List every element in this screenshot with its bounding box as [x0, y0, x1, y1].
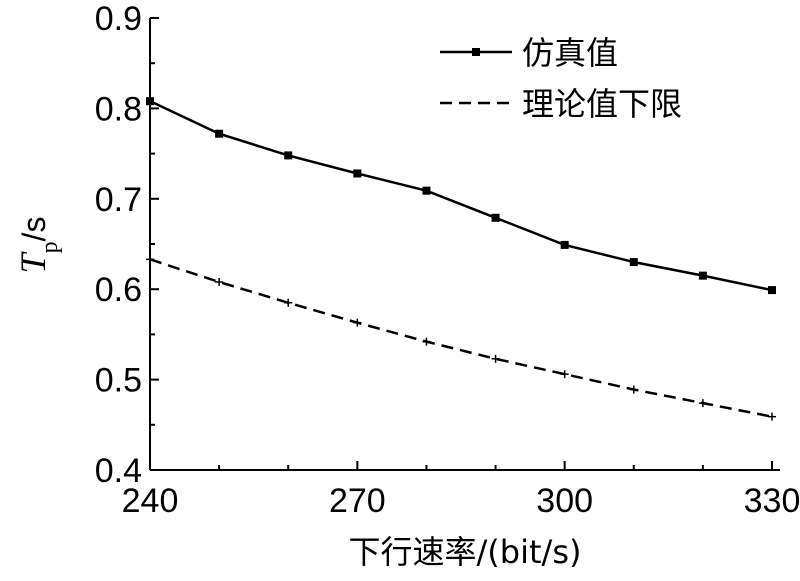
data-point-theoretical	[422, 337, 431, 346]
y-tick-label: 0.4	[95, 452, 142, 490]
svg-text:Tp/s: Tp/s	[13, 217, 63, 274]
y-ticks: 0.4 0.5 0.6 0.7 0.8 0.9	[95, 0, 159, 490]
data-point-theoretical	[146, 255, 154, 264]
y-axis-label: Tp/s	[13, 217, 63, 274]
data-point-theoretical	[698, 399, 707, 408]
data-point-theoretical	[215, 277, 224, 286]
data-point-simulated	[698, 271, 707, 280]
data-point-simulated	[422, 186, 431, 195]
y-tick-label: 0.9	[95, 0, 142, 38]
y-tick-label: 0.6	[95, 271, 142, 309]
data-point-simulated	[491, 213, 500, 222]
series-line-simulated	[149, 100, 773, 292]
data-point-simulated	[215, 129, 224, 138]
data-point-theoretical	[284, 298, 293, 307]
x-tick-label: 300	[536, 482, 593, 520]
data-point-theoretical	[629, 385, 638, 394]
y-tick-label: 0.7	[95, 181, 142, 219]
chart-axes	[149, 18, 780, 471]
data-point-simulated	[353, 169, 362, 178]
legend-marker-simulated	[472, 48, 480, 56]
x-ticks: 240 270 300 330	[122, 461, 800, 520]
x-tick-label: 240	[122, 482, 179, 520]
y-tick-label: 0.5	[95, 362, 142, 400]
legend-label-theoretical: 理论值下限	[522, 85, 682, 123]
legend-entry-simulated: 仿真值	[440, 34, 618, 72]
legend: 仿真值 理论值下限	[440, 34, 682, 123]
legend-entry-theoretical: 理论值下限	[440, 85, 682, 123]
y-axis-label-unit: /s	[16, 217, 52, 242]
data-point-theoretical	[353, 318, 362, 327]
series-layer	[146, 97, 776, 421]
data-point-simulated	[560, 240, 569, 249]
legend-label-simulated: 仿真值	[522, 34, 618, 72]
data-point-theoretical	[560, 370, 569, 379]
data-point-simulated	[629, 258, 638, 267]
data-point-theoretical	[768, 412, 776, 421]
series-line-theoretical	[149, 258, 773, 418]
y-axis-label-subscript: p	[37, 241, 63, 253]
data-point-theoretical	[491, 354, 500, 363]
x-tick-label: 270	[329, 482, 386, 520]
y-axis-label-symbol: T	[13, 250, 53, 273]
x-axis-label: 下行速率/(bit/s)	[349, 533, 582, 571]
data-point-simulated	[284, 151, 293, 160]
x-tick-label: 330	[744, 482, 800, 520]
y-tick-label: 0.8	[95, 90, 142, 128]
data-point-simulated	[768, 286, 776, 295]
data-point-simulated	[146, 97, 154, 106]
